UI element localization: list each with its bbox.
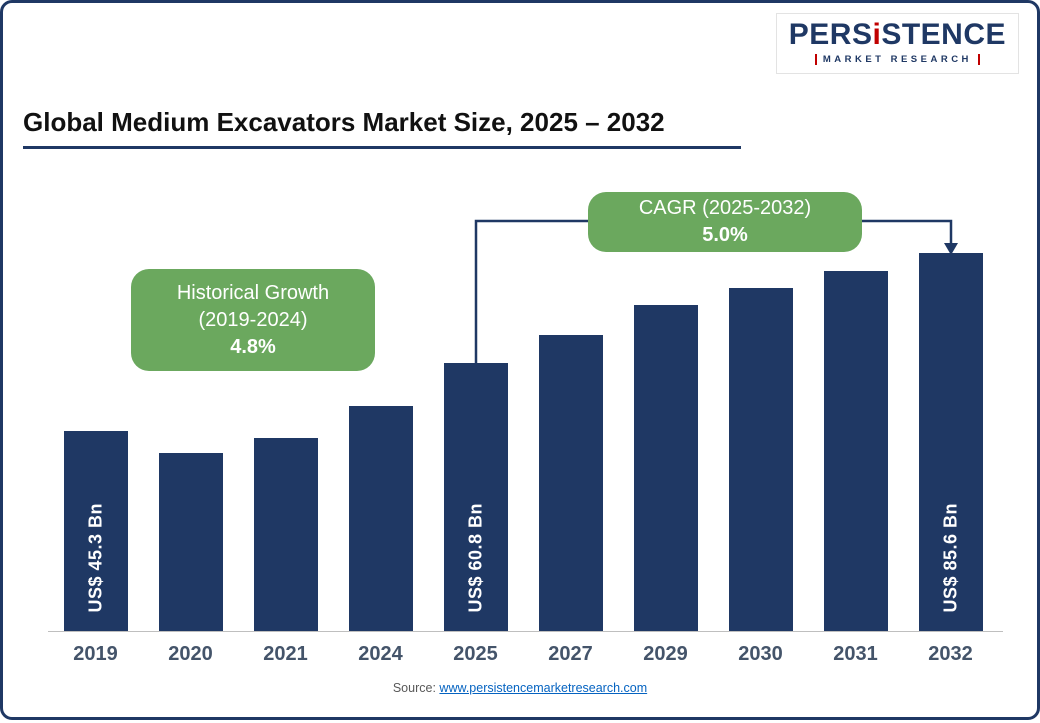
- bar-2021: [253, 438, 318, 631]
- x-axis-label-2025: 2025: [453, 643, 498, 665]
- historical-growth-line2: (2019-2024): [198, 308, 308, 331]
- bar-2027: [538, 335, 603, 631]
- bar-2031: [823, 271, 888, 631]
- source-line: Source: www.persistencemarketresearch.co…: [3, 681, 1037, 695]
- x-axis-labels: 2019 2020 2021 2024 2025 2027 2029 2030 2031 2032: [48, 643, 998, 666]
- bar-chart: US$ 45.3 Bn US$ 60.8 Bn US$ 85.6 Bn: [48, 253, 998, 631]
- bar-2032: US$ 85.6 Bn: [918, 253, 983, 631]
- logo-left-accent-icon: [814, 54, 817, 65]
- title-block: Global Medium Excavators Market Size, 20…: [23, 107, 741, 150]
- bar-column-2027: [523, 253, 618, 631]
- bar-column-2031: [808, 253, 903, 631]
- bar-2030: [728, 288, 793, 631]
- bar-2019: US$ 45.3 Bn: [63, 431, 128, 631]
- bar-value-label-2032: US$ 85.6 Bn: [940, 503, 960, 613]
- bar-column-2025: US$ 60.8 Bn: [428, 253, 523, 631]
- x-axis-label-2020: 2020: [168, 643, 213, 665]
- source-link[interactable]: www.persistencemarketresearch.com: [439, 681, 648, 695]
- x-axis-label-2029: 2029: [643, 643, 688, 665]
- x-axis-line: [48, 631, 1003, 632]
- title-underline: [23, 146, 741, 150]
- bar-2029: [633, 305, 698, 631]
- x-axis-label-2027: 2027: [548, 643, 593, 665]
- bar-column-2029: [618, 253, 713, 631]
- x-axis-label-2019: 2019: [73, 643, 118, 665]
- pmr-logo: PERSiSTENCE MARKET RESEARCH: [775, 13, 1019, 74]
- bar-2024: [348, 406, 413, 631]
- historical-growth-callout: Historical Growth (2019-2024) 4.8%: [131, 269, 375, 371]
- x-axis-label-2032: 2032: [928, 643, 973, 665]
- x-axis-label-2021: 2021: [263, 643, 308, 665]
- logo-subline: MARKET RESEARCH: [789, 54, 1006, 65]
- x-axis-label-2030: 2030: [738, 643, 783, 665]
- historical-growth-line1: Historical Growth: [176, 281, 330, 304]
- bar-value-label-2019: US$ 45.3 Bn: [85, 503, 105, 613]
- logo-wordmark: PERSiSTENCE: [789, 20, 1006, 50]
- historical-growth-value: 4.8%: [230, 335, 276, 358]
- x-axis-label-2031: 2031: [833, 643, 878, 665]
- source-prefix: Source:: [392, 681, 436, 695]
- page-title: Global Medium Excavators Market Size, 20…: [23, 107, 665, 137]
- logo-text-i: i: [872, 18, 882, 51]
- cagr-callout: CAGR (2025-2032) 5.0%: [588, 192, 862, 252]
- logo-right-accent-icon: [977, 54, 980, 65]
- bar-column-2021: [238, 253, 333, 631]
- bar-column-2024: [333, 253, 428, 631]
- cagr-line1: CAGR (2025-2032): [638, 197, 812, 219]
- bar-column-2032: US$ 85.6 Bn: [903, 253, 998, 631]
- bar-column-2030: [713, 253, 808, 631]
- bar-column-2019: US$ 45.3 Bn: [48, 253, 143, 631]
- logo-text-right: STENCE: [881, 18, 1006, 51]
- logo-subtext: MARKET RESEARCH: [822, 54, 972, 65]
- logo-text-left: PERS: [788, 18, 873, 51]
- bar-2020: [158, 453, 223, 631]
- cagr-value: 5.0%: [702, 224, 748, 246]
- x-axis-label-2024: 2024: [358, 643, 403, 665]
- bar-2025: US$ 60.8 Bn: [443, 363, 508, 631]
- bar-value-label-2025: US$ 60.8 Bn: [465, 503, 485, 613]
- bar-column-2020: [143, 253, 238, 631]
